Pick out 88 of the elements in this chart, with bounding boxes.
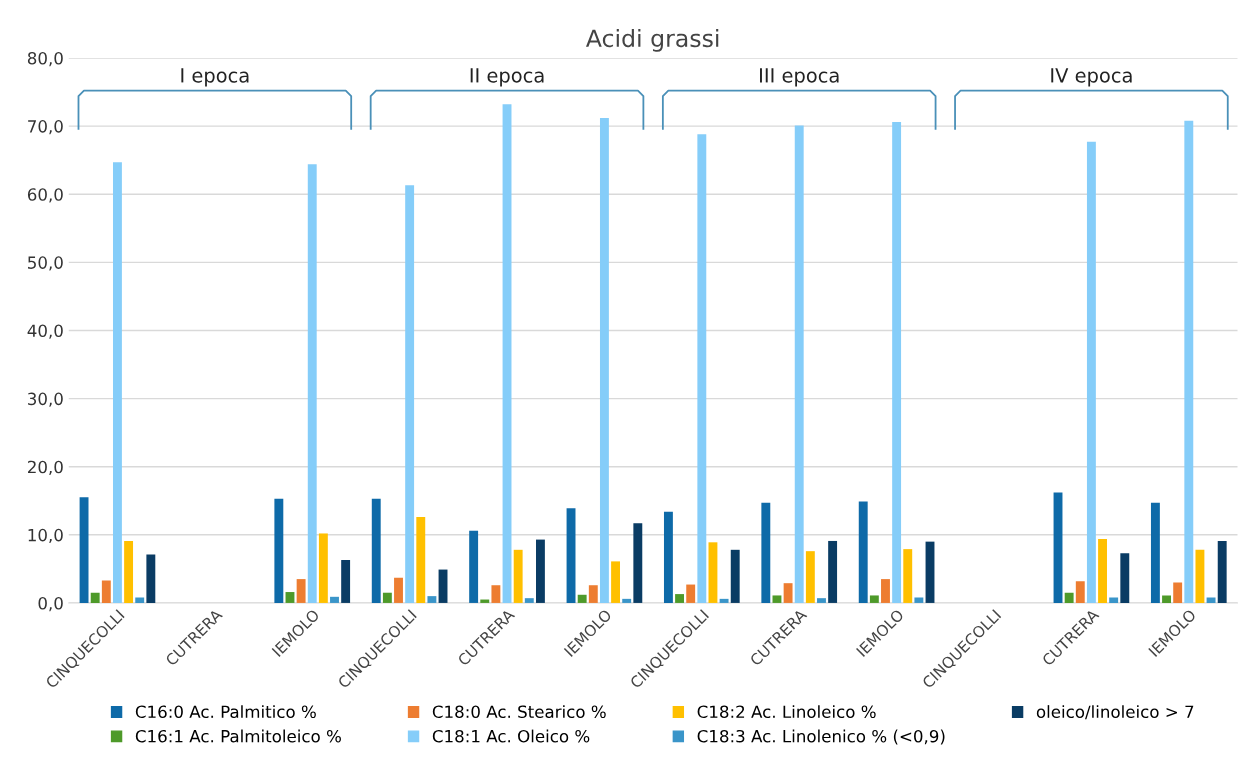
- bar: [79, 497, 89, 603]
- bar: [146, 554, 156, 603]
- bar: [274, 498, 284, 603]
- bar: [1206, 597, 1216, 603]
- bar: [1173, 582, 1183, 603]
- y-tick-label: 70,0: [28, 120, 63, 135]
- bar: [761, 502, 771, 603]
- bar: [330, 596, 339, 603]
- bar: [113, 162, 122, 603]
- bar: [633, 523, 643, 603]
- bar: [491, 585, 501, 603]
- bar: [1098, 538, 1107, 603]
- bar: [135, 597, 145, 603]
- bar: [577, 594, 587, 603]
- bar: [858, 501, 868, 603]
- y-tick-label: 50,0: [28, 256, 63, 271]
- bar: [1064, 592, 1074, 603]
- bar: [869, 595, 879, 603]
- bar: [903, 549, 913, 603]
- bar: [285, 592, 295, 603]
- bar: [599, 117, 609, 603]
- bar: [1217, 540, 1227, 603]
- bar: [124, 540, 134, 603]
- bar: [772, 595, 782, 603]
- bar: [524, 598, 534, 603]
- bar: [708, 542, 718, 603]
- bar: [371, 498, 381, 603]
- bar: [1086, 141, 1096, 603]
- y-tick-label: 80,0: [27, 51, 63, 67]
- legend-label: C18:3 Ac. Linolenico % (<0,9): [697, 729, 945, 745]
- bar: [1162, 595, 1171, 603]
- bar: [892, 122, 902, 603]
- bar: [1195, 549, 1205, 603]
- bar: [101, 580, 111, 603]
- bar: [535, 539, 545, 603]
- y-tick-label: 60,0: [27, 188, 63, 203]
- bar: [513, 549, 523, 603]
- annotation: II epoca: [470, 68, 544, 87]
- bar: [318, 533, 328, 603]
- legend-label: C18:1 Ac. Oleico %: [432, 729, 590, 743]
- bar: [914, 597, 924, 603]
- bar: [469, 530, 479, 603]
- bar: [611, 561, 621, 603]
- bar: [622, 598, 632, 603]
- legend-label: oleico/linoleico > 7: [1036, 705, 1194, 720]
- annotation: III epoca: [760, 68, 839, 87]
- bar: [341, 560, 351, 603]
- bar: [1053, 492, 1063, 603]
- bar: [828, 540, 838, 603]
- legend-label: C16:1 Ac. Palmitoleico %: [135, 729, 341, 743]
- bar: [405, 185, 415, 603]
- bar: [588, 585, 598, 603]
- annotation: IV epoca: [1051, 68, 1132, 87]
- legend-label: C16:0 Ac. Palmitico %: [135, 705, 316, 719]
- bar: [794, 125, 804, 603]
- bar: [1120, 553, 1130, 603]
- legend-label: C18:2 Ac. Linoleico %: [697, 705, 876, 719]
- bar: [296, 579, 306, 603]
- bar: [805, 551, 815, 603]
- bar: [675, 594, 685, 603]
- bar: [730, 549, 740, 603]
- bar: [480, 599, 490, 603]
- bar: [1184, 120, 1194, 603]
- bar: [663, 511, 673, 603]
- y-tick-label: 30,0: [28, 392, 63, 407]
- y-tick-label: 20,0: [28, 460, 63, 475]
- legend-label: C18:0 Ac. Stearico %: [432, 705, 606, 719]
- bar: [686, 584, 696, 603]
- bar: [416, 517, 426, 603]
- y-tick-label: 10,0: [28, 528, 63, 544]
- bar: [697, 134, 707, 603]
- bar: [1109, 597, 1119, 603]
- bar: [1075, 581, 1085, 603]
- bar: [307, 164, 317, 603]
- bar: [881, 579, 890, 603]
- bar: [1150, 502, 1160, 603]
- y-tick-label: 40,0: [27, 324, 63, 339]
- bar: [719, 598, 729, 603]
- bar: [566, 508, 576, 603]
- bar: [783, 583, 793, 603]
- bar: [382, 592, 392, 603]
- bar: [817, 598, 826, 603]
- bar: [502, 104, 512, 603]
- bar: [90, 592, 100, 603]
- bar: [394, 577, 403, 603]
- bar: [427, 596, 437, 603]
- chart-title: Acidi grassi: [585, 28, 719, 52]
- annotation: I epoca: [181, 68, 249, 87]
